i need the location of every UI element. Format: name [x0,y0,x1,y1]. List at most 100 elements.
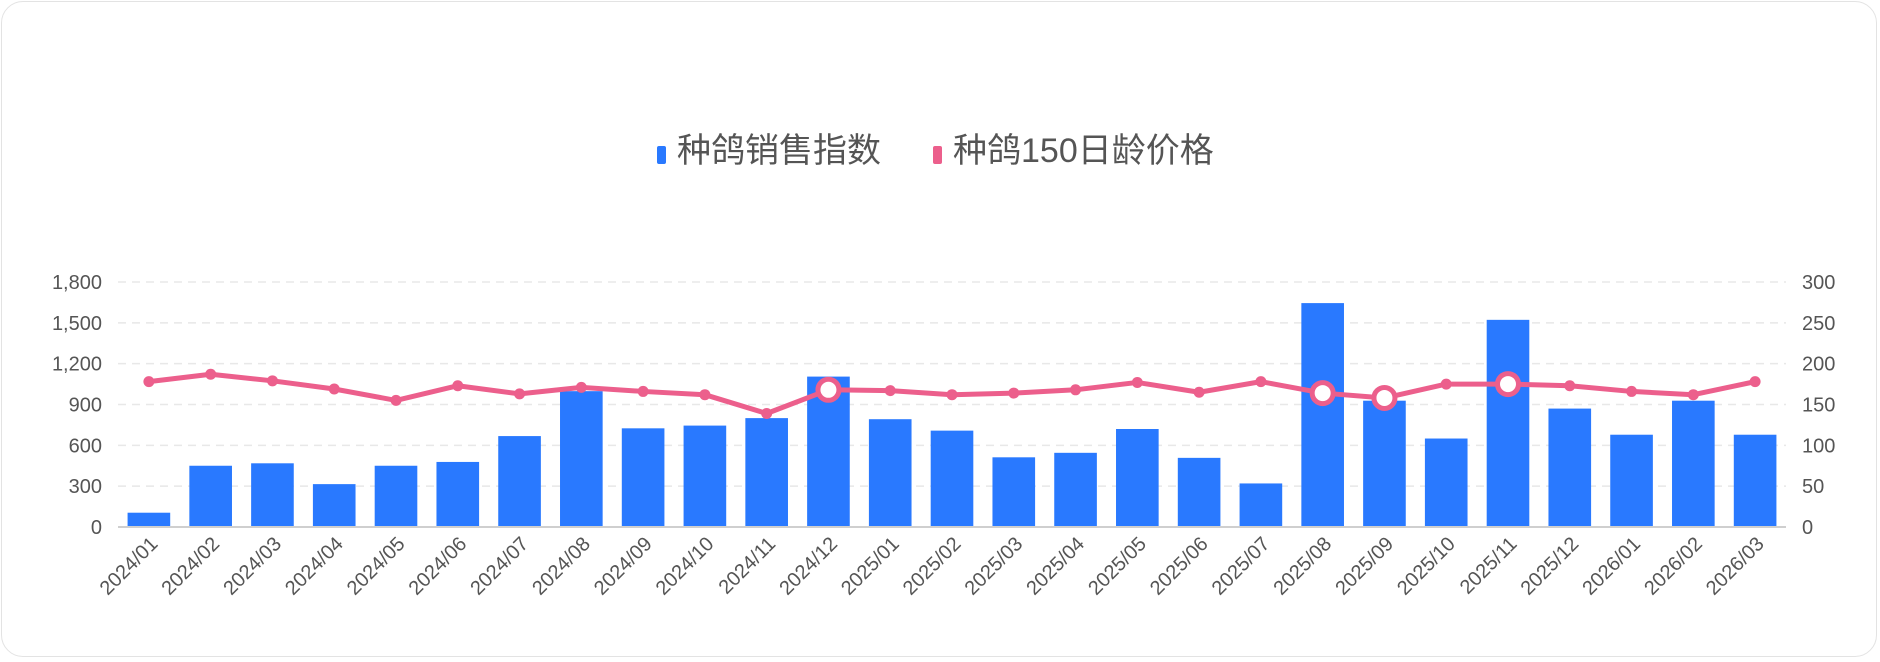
x-tick-label: 2024/04 [281,533,348,600]
legend-label: 种鸽销售指数 [677,132,881,170]
line-point[interactable] [1687,389,1699,401]
bar[interactable] [251,463,294,527]
line-point[interactable] [390,394,402,406]
legend-item-price[interactable]: 种鸽150日龄价格 [933,132,1214,170]
line-point[interactable] [328,383,340,395]
x-tick-label: 2024/08 [528,533,595,600]
x-tick-label: 2025/02 [899,533,966,600]
x-tick-label: 2026/02 [1640,533,1707,600]
bar[interactable] [992,457,1036,527]
y-right-tick-label: 300 [1802,272,1835,294]
bar[interactable] [1239,483,1283,527]
x-tick-label: 2026/03 [1702,533,1769,600]
bar[interactable] [189,465,232,527]
line-point[interactable] [1255,376,1267,388]
bar-series [127,303,1777,527]
y-right-tick-label: 200 [1802,354,1835,376]
line-point-highlighted[interactable] [1495,371,1521,398]
bar[interactable] [312,484,356,527]
y-right-tick-label: 150 [1802,395,1835,417]
x-tick-label: 2024/05 [343,533,410,600]
line-point[interactable] [699,389,711,401]
bar[interactable] [1672,400,1715,527]
line-point[interactable] [266,375,278,387]
line-point[interactable] [1440,378,1452,390]
x-tick-label: 2025/05 [1084,533,1151,600]
bar[interactable] [1733,434,1777,527]
y-left-tick-label: 1,200 [52,354,102,376]
bar[interactable] [1301,303,1344,527]
bar[interactable] [374,465,418,527]
line-point[interactable] [1008,387,1020,399]
line-point[interactable] [884,385,896,397]
line-point[interactable] [1626,385,1638,397]
line-point[interactable] [514,388,526,400]
line-point-highlighted[interactable] [1371,384,1398,411]
legend-swatch [933,146,942,164]
y-right-tick-label: 0 [1802,517,1813,539]
line-point[interactable] [946,389,958,401]
x-tick-label: 2026/01 [1578,533,1645,600]
line-point[interactable] [205,368,217,380]
x-tick-label: 2024/01 [96,533,163,600]
bar[interactable] [930,430,974,527]
x-tick-label: 2025/09 [1331,533,1398,600]
line-point[interactable] [761,407,773,419]
bar[interactable] [621,428,665,527]
y-left-tick-label: 600 [69,435,102,457]
line-point-highlighted[interactable] [1309,380,1336,407]
x-tick-label: 2025/01 [837,533,904,600]
y-right-tick-label: 50 [1802,476,1824,498]
line-point[interactable] [575,381,587,393]
bar[interactable] [1424,438,1468,527]
bar[interactable] [436,461,480,527]
legend[interactable]: 种鸽销售指数 种鸽150日龄价格 [657,132,1214,170]
line-point[interactable] [1193,386,1205,398]
bar[interactable] [1548,408,1592,527]
bar[interactable] [1610,434,1653,527]
x-tick-label: 2024/03 [219,533,286,600]
line-point-highlighted[interactable] [815,376,842,403]
legend-label: 种鸽150日龄价格 [953,132,1214,170]
bar[interactable] [1363,400,1406,527]
x-tick-label: 2025/11 [1456,533,1522,599]
bar[interactable] [560,391,603,527]
x-tick-label: 2024/10 [652,533,719,600]
bar[interactable] [1116,429,1159,527]
y-right-tick-label: 250 [1802,313,1835,335]
x-tick-label: 2024/07 [466,533,533,600]
x-tick-label: 2025/06 [1146,533,1213,600]
bar[interactable] [1486,319,1530,527]
line-series [143,368,1761,419]
line-point[interactable] [1749,376,1761,388]
line-point[interactable] [637,385,649,397]
bar[interactable] [1177,457,1221,527]
bar[interactable] [868,419,912,527]
x-tick-label: 2024/09 [590,533,657,600]
line-point[interactable] [1070,384,1082,396]
bar[interactable] [127,512,171,527]
x-tick-label: 2025/07 [1208,533,1275,600]
x-tick-label: 2024/06 [405,533,472,600]
legend-item-sales-index[interactable]: 种鸽销售指数 [657,132,881,170]
line-point[interactable] [143,376,155,388]
x-tick-label: 2024/11 [715,533,781,599]
y-left-tick-label: 1,800 [52,272,102,294]
y-right-tick-label: 100 [1802,435,1835,457]
x-tick-label: 2024/02 [158,533,225,600]
x-tick-label: 2025/12 [1517,533,1584,600]
bar[interactable] [1054,452,1097,527]
line-point[interactable] [1131,376,1143,388]
bar[interactable] [683,425,727,527]
bar[interactable] [745,418,788,527]
y-left-tick-label: 900 [69,395,102,417]
x-tick-label: 2025/04 [1022,533,1089,600]
x-tick-label: 2024/12 [775,533,842,600]
y-left-tick-label: 300 [69,476,102,498]
line-point[interactable] [452,380,464,392]
bar[interactable] [498,436,541,527]
line-point[interactable] [1564,380,1576,392]
x-tick-label: 2025/08 [1270,533,1337,600]
